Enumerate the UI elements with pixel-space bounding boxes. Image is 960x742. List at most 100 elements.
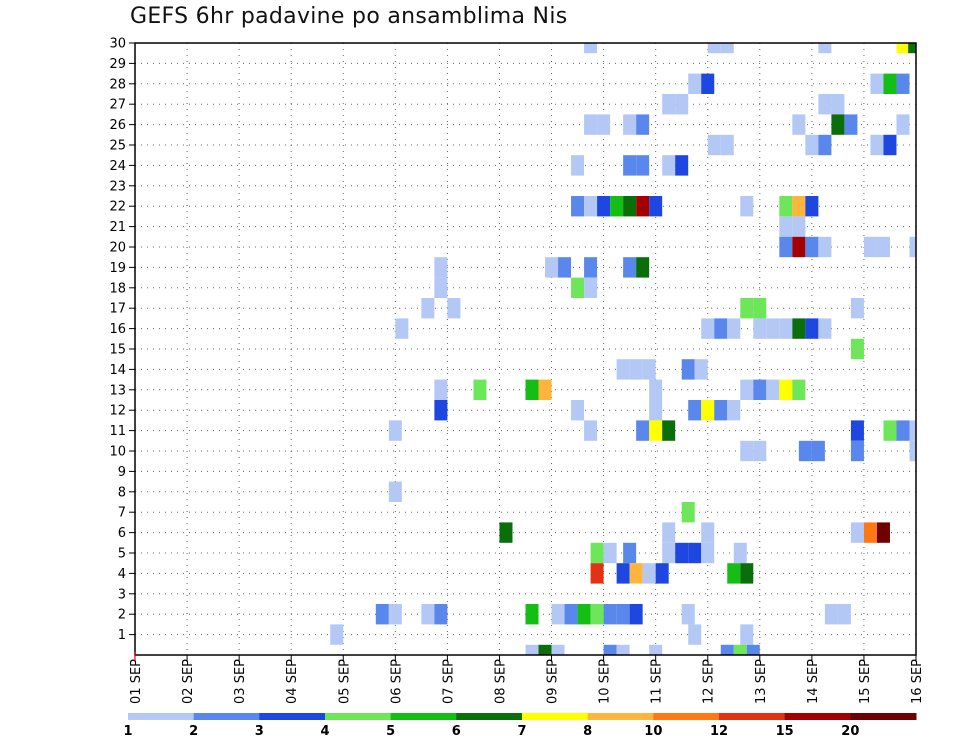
heatmap-cell [792, 196, 806, 217]
heatmap-cell [909, 236, 916, 258]
heatmap-cell [818, 236, 832, 258]
heatmap-cell [714, 400, 728, 421]
heatmap-cell [616, 604, 630, 625]
heatmap-cell [798, 440, 812, 462]
legend-swatch [128, 713, 195, 720]
heatmap-cell [590, 563, 604, 584]
heatmap-cell [629, 563, 643, 584]
heatmap-cell [746, 644, 760, 655]
heatmap-cell [434, 604, 448, 625]
heatmap-cell [805, 236, 819, 258]
heatmap-cell [629, 604, 643, 625]
heatmap-cell [727, 563, 741, 584]
heatmap-cell [850, 440, 864, 462]
heatmap-cell [753, 440, 767, 462]
heatmap-cell [662, 542, 676, 564]
heatmap-cell [603, 542, 617, 564]
x-tick-label: 06 SEP [389, 659, 404, 704]
heatmap-cell [779, 236, 793, 258]
heatmap-cell [753, 298, 767, 319]
heatmap-cell [525, 604, 539, 625]
legend-label: 3 [255, 724, 264, 739]
color-legend: 1 2 3 4 5 6 7 8 10 12 15 20 [123, 713, 917, 739]
heatmap-cell [850, 522, 864, 543]
heatmap-cell [597, 114, 611, 135]
heatmap-cell [662, 522, 676, 543]
heatmap-cell [896, 43, 910, 54]
heatmap-cell [675, 542, 689, 564]
heatmap-cell [655, 563, 669, 584]
heatmap-cell [603, 644, 617, 655]
legend-label: 2 [189, 724, 198, 739]
y-tick-label: 17 [109, 302, 126, 317]
heatmap-cell [629, 359, 643, 380]
heatmap-cell [584, 43, 598, 54]
heatmap-cell [844, 114, 858, 135]
x-tick-label: 15 SEP [858, 659, 873, 704]
y-tick-label: 23 [109, 179, 126, 194]
heatmap-cell [375, 604, 389, 625]
heatmap-cell [538, 379, 552, 400]
heatmap-cell [675, 155, 689, 176]
heatmap-cell [623, 155, 637, 176]
y-tick-label: 12 [109, 404, 126, 419]
y-tick-label: 20 [109, 241, 126, 256]
heatmap-cell [434, 257, 448, 278]
heatmap-cell [577, 604, 591, 625]
heatmap-cell [805, 196, 819, 217]
x-axis: 01 SEP 02 SEP 03 SEP 04 SEP 05 SEP 06 SEP 07 S… [129, 652, 925, 704]
x-tick-label: 05 SEP [337, 659, 352, 704]
heatmap-cell [779, 196, 793, 217]
heatmap-cell [701, 318, 715, 339]
heatmap-cell [850, 338, 864, 360]
y-axis: 1234567891011121314151617181920212223242… [109, 37, 135, 643]
heatmap-cell [870, 134, 884, 156]
heatmap-cell [388, 604, 402, 625]
heatmap-cell [675, 94, 689, 115]
heatmap-cell [733, 644, 747, 655]
heatmap-cell [642, 563, 656, 584]
heatmap-cell [662, 155, 676, 176]
chart-title: GEFS 6hr padavine po ansamblima Nis [130, 4, 568, 29]
heatmap-cell [538, 644, 552, 655]
y-tick-label: 22 [109, 200, 126, 215]
legend-label: 20 [841, 724, 859, 739]
heatmap-cell [421, 604, 435, 625]
y-tick-label: 3 [118, 587, 126, 602]
x-tick-label: 09 SEP [546, 659, 561, 704]
x-tick-label: 11 SEP [650, 659, 665, 704]
y-tick-label: 8 [118, 485, 126, 500]
legend-swatch [653, 713, 720, 720]
heatmap-cell [896, 420, 910, 441]
heatmap-cell [863, 522, 877, 543]
heatmap-cell [616, 563, 630, 584]
heatmap-cell [883, 73, 897, 94]
y-tick-label: 25 [109, 139, 126, 154]
heatmap-cell [883, 420, 897, 441]
heatmap-cell [649, 379, 663, 400]
heatmap-cell [473, 379, 487, 400]
heatmap-cell [740, 298, 754, 319]
heatmap-cell [831, 94, 845, 115]
heatmap-cell [707, 134, 721, 156]
y-tick-label: 7 [118, 506, 126, 521]
heatmap-cell [662, 420, 676, 441]
heatmap-cell [818, 318, 832, 339]
heatmap-cell [551, 604, 565, 625]
heatmap-cell [805, 318, 819, 339]
heatmap-cell [870, 73, 884, 94]
heatmap-cell [571, 400, 585, 421]
legend-swatch [850, 713, 917, 720]
heatmap-cell [434, 400, 448, 421]
heatmap-cell [896, 114, 910, 135]
heatmap-cell [649, 644, 663, 655]
legend-label: 15 [776, 724, 794, 739]
y-tick-label: 10 [109, 445, 126, 460]
heatmap-cell [421, 298, 435, 319]
legend-label: 4 [320, 724, 329, 739]
x-tick-label: 02 SEP [181, 659, 196, 704]
heatmap-cell [616, 359, 630, 380]
heatmap-cell [805, 134, 819, 156]
y-tick-label: 15 [109, 343, 126, 358]
